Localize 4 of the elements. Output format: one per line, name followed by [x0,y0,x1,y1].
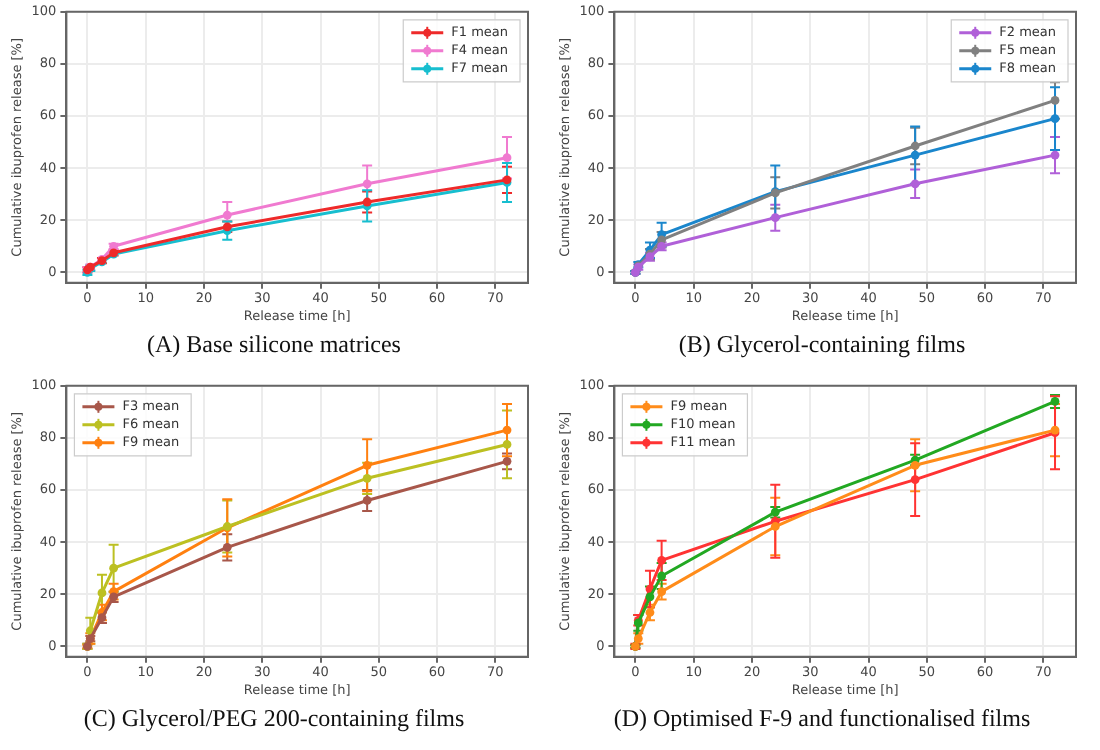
text: (D) Optimised F-9 and functionalised films [613,704,1031,734]
text: (B) Glycerol-containing films [678,330,966,360]
text: (C) Glycerol/PEG 200-containing films [83,704,465,734]
text: (A) Base silicone matrices [147,330,401,360]
